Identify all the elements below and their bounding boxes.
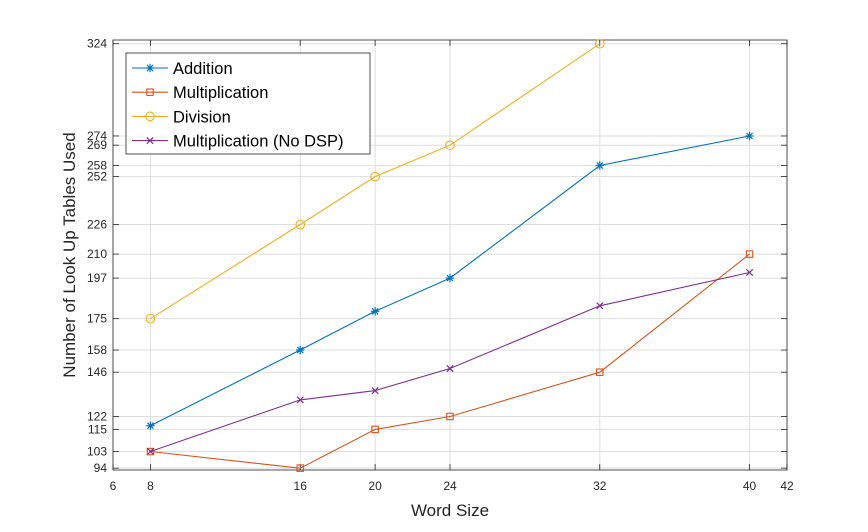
x-tick-label: 8 (147, 479, 154, 493)
legend-item: Multiplication (132, 84, 268, 102)
legend-box (125, 52, 371, 155)
series-line-multiplication-no-dsp (150, 271, 750, 453)
data-point-division (445, 140, 455, 151)
y-tick-label: 252 (87, 170, 107, 184)
y-tick-label: 226 (87, 218, 107, 232)
series-addition (146, 131, 754, 430)
data-point-addition (370, 307, 380, 316)
y-tick-label: 258 (87, 158, 107, 172)
series-multiplication-no-dsp (146, 268, 754, 456)
series-line-division (150, 43, 601, 320)
data-point-multiplication (371, 425, 379, 434)
x-tick-label: 32 (593, 479, 607, 493)
data-point-addition (296, 345, 305, 355)
x-tick-label: 16 (294, 479, 308, 493)
y-tick-label: 94 (94, 461, 108, 475)
x-tick-label: 24 (443, 479, 457, 493)
data-point-addition (146, 421, 155, 430)
y-tick-label: 122 (87, 409, 107, 423)
x-tick-label: 40 (743, 479, 757, 493)
legend-label: Division (173, 108, 231, 126)
data-point-addition (445, 273, 455, 283)
series-multiplication (146, 250, 754, 472)
data-point-division (295, 219, 306, 230)
data-point-multiplication-no-dsp (446, 364, 454, 373)
y-axis-label: Number of Look Up Tables Used (60, 132, 79, 377)
data-point-multiplication (146, 447, 155, 456)
data-point-multiplication-no-dsp (596, 302, 604, 310)
y-tick-label: 158 (87, 343, 107, 357)
series-line-addition (150, 135, 750, 427)
data-point-multiplication-no-dsp (745, 268, 754, 277)
y-tick-label: 115 (88, 422, 107, 436)
legend-marker-icon (145, 111, 155, 122)
legend: Addition Multiplication Division Multiplica… (125, 52, 371, 155)
x-tick-label: 20 (368, 479, 382, 493)
data-point-multiplication-no-dsp (296, 396, 304, 404)
legend-marker-icon (146, 136, 154, 145)
y-tick-label: 103 (87, 445, 107, 459)
legend-item: Division (132, 108, 231, 126)
series-layer (145, 38, 754, 472)
y-tick-label: 269 (87, 138, 107, 152)
x-tick-label: 6 (110, 479, 117, 493)
y-tick-label: 274 (87, 129, 107, 143)
y-tick-label: 197 (87, 271, 107, 285)
y-tick-label: 175 (87, 312, 107, 326)
series-line-multiplication (150, 253, 750, 469)
x-tick-label: 42 (780, 479, 794, 493)
data-point-multiplication-no-dsp (371, 387, 379, 395)
series-division (145, 38, 605, 324)
x-axis-label: Word Size (411, 501, 489, 520)
y-tick-label: 210 (87, 247, 107, 261)
legend-label: Multiplication (173, 84, 268, 102)
data-point-division (370, 171, 380, 182)
data-point-addition (745, 131, 754, 141)
y-tick-label: 324 (87, 37, 107, 51)
y-tick-label: 146 (87, 365, 107, 379)
data-point-multiplication (296, 464, 304, 472)
data-point-multiplication-no-dsp (146, 447, 155, 456)
legend-marker-icon (146, 88, 154, 96)
data-point-division (145, 313, 156, 324)
data-point-division (594, 38, 605, 49)
data-point-multiplication (596, 368, 604, 376)
data-point-multiplication (745, 250, 754, 258)
legend-label: Multiplication (No DSP) (173, 133, 344, 151)
legend-label: Addition (173, 60, 233, 78)
legend-marker-icon (145, 63, 155, 73)
legend-item: Multiplication (No DSP) (132, 133, 344, 151)
data-point-addition (595, 161, 604, 170)
legend-item: Addition (132, 60, 233, 78)
data-point-multiplication (446, 412, 454, 421)
